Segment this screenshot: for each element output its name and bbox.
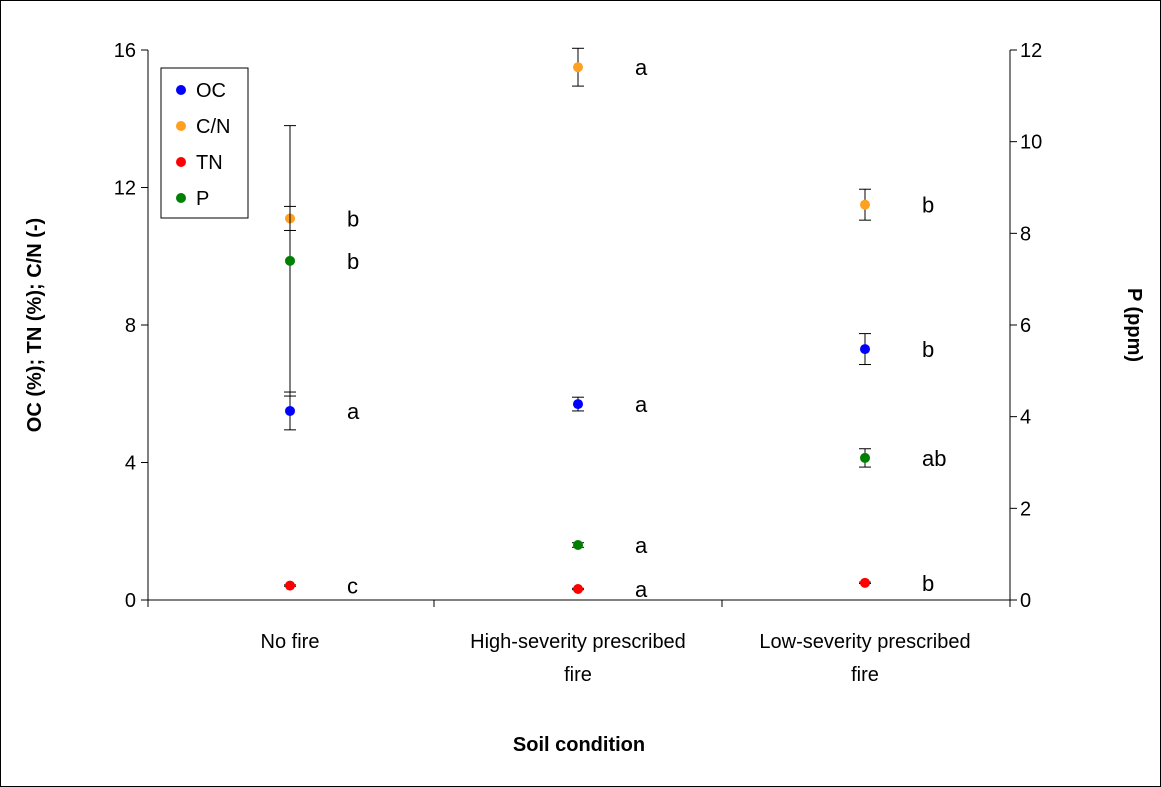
right-y-tick-label: 2 — [1020, 498, 1031, 520]
right-y-tick-label: 8 — [1020, 223, 1031, 245]
axes-group: 0 4 8 12 16 0 2 4 6 8 10 12 No fire High-severity pre… — [24, 40, 1145, 756]
data-point-p — [573, 540, 583, 550]
data-point-tn — [285, 580, 295, 591]
data-point-oc — [573, 399, 583, 410]
left-y-tick-label: 12 — [114, 178, 136, 200]
right-y-tick-label: 4 — [1020, 407, 1031, 429]
legend-marker — [176, 193, 186, 203]
left-y-tick-label: 4 — [125, 453, 136, 475]
significance-letter: c — [347, 574, 358, 599]
legend-marker — [176, 157, 186, 167]
significance-letter: a — [635, 55, 648, 80]
significance-letter: b — [922, 337, 934, 362]
data-point-tn — [860, 577, 870, 588]
x-category-label: Low-severity prescribed — [759, 631, 970, 653]
legend-marker — [176, 121, 186, 131]
data-point-p — [285, 255, 295, 266]
x-category-label: fire — [851, 664, 879, 686]
x-category-label: No fire — [261, 631, 320, 653]
left-y-axis-title: OC (%); TN (%); C/N (-) — [24, 218, 46, 432]
right-y-tick-label: 10 — [1020, 132, 1042, 154]
significance-letter: b — [922, 571, 934, 596]
data-point-oc — [860, 344, 870, 355]
right-y-tick-label: 0 — [1020, 590, 1031, 612]
x-axis-title: Soil condition — [513, 734, 645, 756]
legend-label: P — [196, 188, 209, 210]
right-y-tick-label: 6 — [1020, 315, 1031, 337]
data-point-tn — [573, 584, 583, 594]
significance-letter: a — [635, 533, 648, 558]
x-category-label: fire — [564, 664, 592, 686]
legend: OC C/N TN P — [160, 67, 249, 219]
data-point-p — [860, 452, 870, 463]
legend-box — [160, 67, 249, 219]
legend-label: TN — [196, 152, 223, 174]
left-y-tick-label: 8 — [125, 315, 136, 337]
data-point-oc — [285, 405, 295, 416]
significance-letter: b — [347, 206, 359, 231]
significance-letter: b — [347, 249, 359, 274]
significance-letter: ab — [922, 446, 946, 471]
x-category-label: High-severity prescribed — [470, 631, 686, 653]
legend-marker — [176, 85, 186, 95]
significance-letter: b — [922, 193, 934, 218]
left-y-tick-label: 16 — [114, 40, 136, 62]
significance-letter: a — [635, 577, 648, 602]
left-y-tick-label: 0 — [125, 590, 136, 612]
data-point-cn — [573, 62, 583, 73]
right-y-axis-title: P (ppm) — [1123, 288, 1145, 362]
legend-label: OC — [196, 80, 226, 102]
right-y-tick-label: 12 — [1020, 40, 1042, 62]
data-point-cn — [860, 199, 870, 210]
significance-letter: a — [347, 399, 360, 424]
legend-label: C/N — [196, 116, 230, 138]
significance-letter: a — [635, 392, 648, 417]
